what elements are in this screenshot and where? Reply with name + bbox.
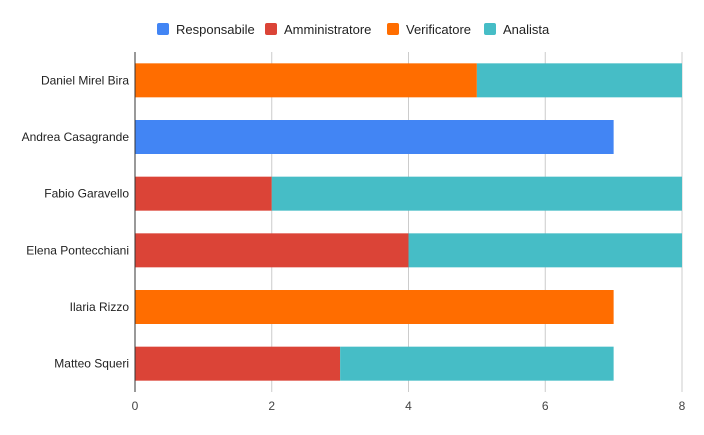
gridlines xyxy=(271,52,683,392)
category-label: Fabio Garavello xyxy=(44,187,129,201)
legend-swatch-verificatore xyxy=(387,23,399,35)
x-tick-labels: 0 2 4 6 8 xyxy=(132,399,686,413)
legend: Responsabile Amministratore Verificatore An… xyxy=(157,22,550,37)
legend-label-verificatore: Verificatore xyxy=(406,22,471,37)
category-label: Ilaria Rizzo xyxy=(70,300,130,314)
legend-swatch-amministratore xyxy=(265,23,277,35)
legend-label-analista: Analista xyxy=(503,22,550,37)
x-tick-label: 2 xyxy=(268,399,275,413)
bar-amministratore-6 xyxy=(135,346,341,381)
legend-swatch-responsabile xyxy=(157,23,169,35)
x-tick-label: 4 xyxy=(405,399,412,413)
bars xyxy=(135,63,682,381)
bar-responsabile-2 xyxy=(135,120,614,154)
x-tick-label: 6 xyxy=(542,399,549,413)
x-tick-label: 0 xyxy=(132,399,139,413)
bar-analista-6 xyxy=(340,346,614,381)
legend-label-responsabile: Responsabile xyxy=(176,22,255,37)
legend-label-amministratore: Amministratore xyxy=(284,22,371,37)
bar-amministratore-4 xyxy=(135,233,409,268)
category-labels: Daniel Mirel Bira Andrea Casagrande Fabio … xyxy=(22,73,130,370)
category-label: Matteo Squeri xyxy=(54,357,129,371)
category-label: Daniel Mirel Bira xyxy=(41,73,129,87)
bar-analista-3 xyxy=(271,176,682,211)
bar-amministratore-3 xyxy=(135,176,272,211)
category-label: Elena Pontecchiani xyxy=(26,243,129,257)
bar-analista-4 xyxy=(408,233,682,268)
legend-swatch-analista xyxy=(484,23,496,35)
bar-verificatore-5 xyxy=(135,290,614,324)
category-label: Andrea Casagrande xyxy=(22,130,130,144)
bar-analista-1 xyxy=(476,63,682,98)
bar-verificatore-1 xyxy=(135,63,477,98)
x-tick-label: 8 xyxy=(679,399,686,413)
